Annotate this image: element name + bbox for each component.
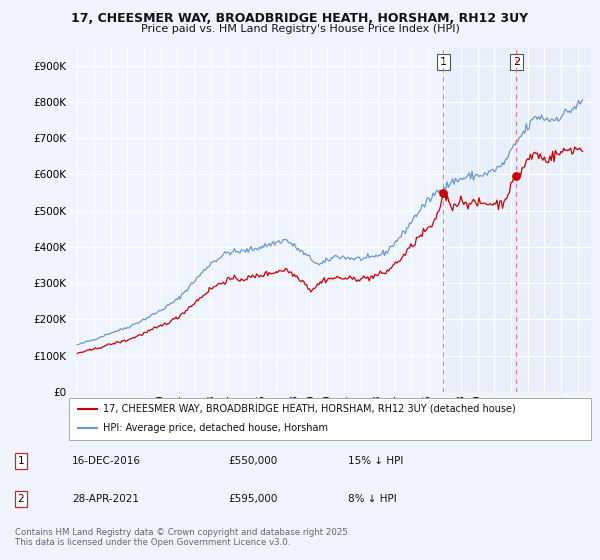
Text: £595,000: £595,000	[228, 494, 277, 504]
Text: Price paid vs. HM Land Registry's House Price Index (HPI): Price paid vs. HM Land Registry's House …	[140, 24, 460, 34]
Text: 2: 2	[513, 57, 520, 67]
Text: 1: 1	[440, 57, 447, 67]
Point	[439, 188, 448, 197]
Text: 2: 2	[17, 494, 25, 504]
Text: 28-APR-2021: 28-APR-2021	[72, 494, 139, 504]
Text: Contains HM Land Registry data © Crown copyright and database right 2025.
This d: Contains HM Land Registry data © Crown c…	[15, 528, 350, 547]
Text: 16-DEC-2016: 16-DEC-2016	[72, 456, 141, 466]
Text: 8% ↓ HPI: 8% ↓ HPI	[348, 494, 397, 504]
Text: 15% ↓ HPI: 15% ↓ HPI	[348, 456, 403, 466]
Text: HPI: Average price, detached house, Horsham: HPI: Average price, detached house, Hors…	[103, 423, 328, 433]
Bar	[516, 48, 591, 392]
Text: 17, CHEESMER WAY, BROADBRIDGE HEATH, HORSHAM, RH12 3UY (detached house): 17, CHEESMER WAY, BROADBRIDGE HEATH, HOR…	[103, 404, 515, 414]
Bar	[443, 48, 516, 392]
Text: 17, CHEESMER WAY, BROADBRIDGE HEATH, HORSHAM, RH12 3UY: 17, CHEESMER WAY, BROADBRIDGE HEATH, HOR…	[71, 12, 529, 25]
Text: £550,000: £550,000	[228, 456, 277, 466]
Text: 1: 1	[17, 456, 25, 466]
Point	[511, 172, 521, 181]
